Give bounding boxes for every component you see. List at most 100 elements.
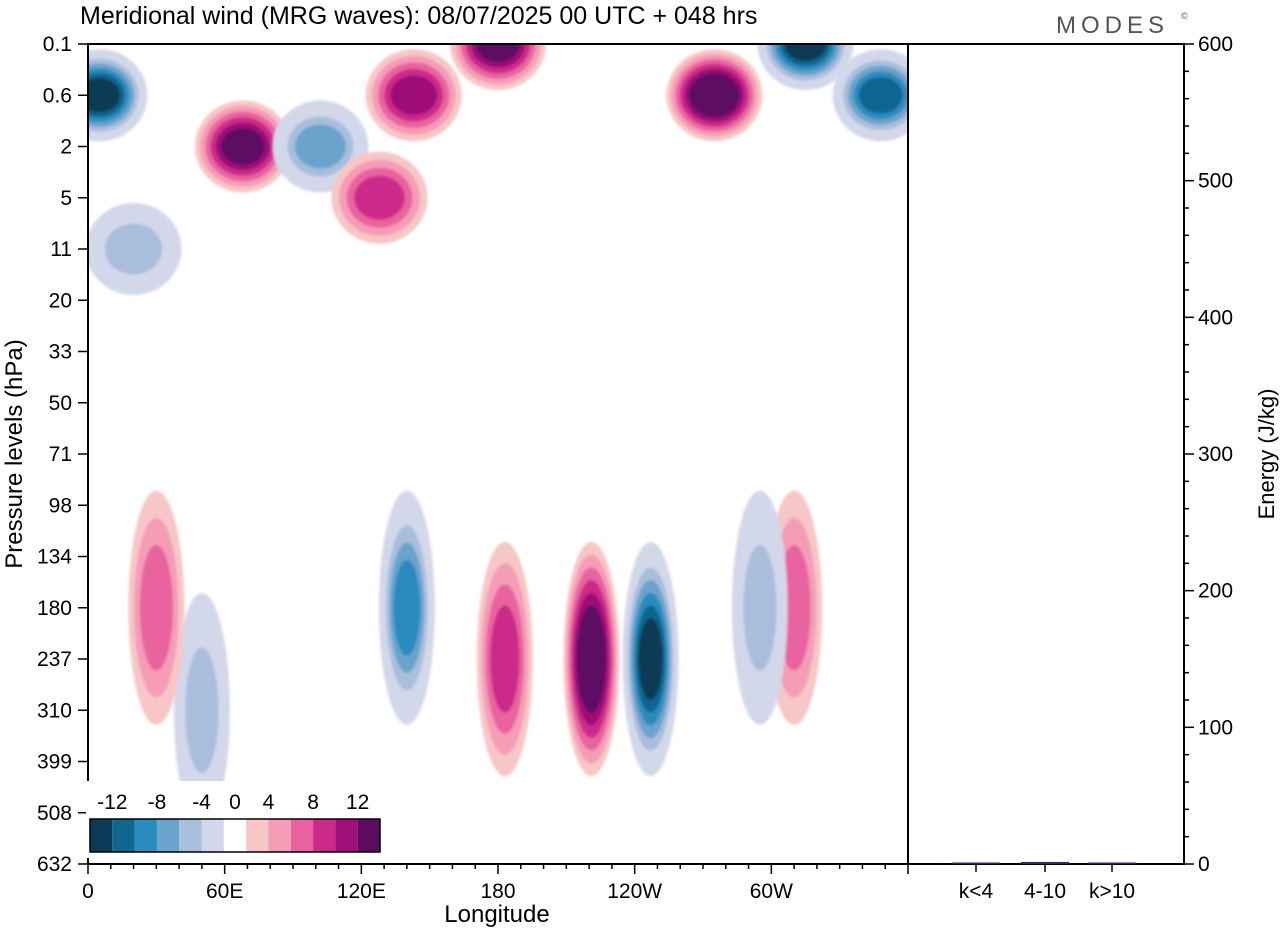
- wind-anomaly-0: [88, 49, 148, 142]
- y-tick-label: 33: [49, 341, 72, 364]
- y-tick-label: 50: [49, 392, 72, 415]
- wind-anomaly-13: [622, 542, 679, 776]
- colorbar-legend: -12 -8 -4 0 4 8 12: [86, 781, 384, 858]
- colorbar-swatch: [268, 819, 291, 852]
- y-tick-label: 310: [37, 699, 72, 722]
- energy-bars: k<4 4-10 k>10: [952, 861, 1136, 903]
- contour-band: [743, 545, 777, 671]
- contour-band: [295, 124, 346, 169]
- x-tick-label: 60E: [206, 880, 243, 903]
- y-tick-label: 98: [49, 494, 72, 517]
- energy-category-label: k<4: [959, 880, 994, 903]
- contour-band: [185, 647, 219, 773]
- colorbar-label: 4: [263, 791, 275, 814]
- contour-band: [88, 78, 121, 113]
- contour-band: [858, 76, 903, 114]
- chart-title: Meridional wind (MRG waves): 08/07/2025 …: [80, 2, 757, 30]
- energy-category-label: k>10: [1089, 880, 1135, 903]
- colorbar-swatch: [90, 819, 113, 852]
- colorbar-label: -4: [192, 791, 211, 814]
- wind-anomaly-6: [757, 44, 854, 90]
- colorbar-swatch: [335, 819, 358, 852]
- contour-band: [638, 618, 663, 700]
- colorbar-swatch: [134, 819, 157, 852]
- wind-anomaly-4: [450, 44, 546, 90]
- wind-anomaly-16: [173, 593, 230, 828]
- x-tick-label: 120W: [607, 880, 662, 903]
- wind-anomaly-7: [832, 49, 908, 142]
- y-tick-label: 134: [37, 546, 72, 569]
- energy-tick-label: 200: [1198, 580, 1233, 603]
- contour-band: [490, 605, 520, 713]
- energy-tick-label: 500: [1198, 170, 1233, 193]
- wind-anomaly-10: [378, 490, 435, 725]
- energy-bar: [1088, 862, 1136, 864]
- colorbar-swatch: [112, 819, 135, 852]
- contour-band: [354, 175, 405, 220]
- colorbar-swatch: [201, 819, 224, 852]
- y-tick-label: 71: [49, 443, 72, 466]
- wind-anomaly-12: [563, 542, 620, 776]
- colorbar-label: 12: [346, 791, 369, 814]
- colorbar-label: -8: [148, 791, 167, 814]
- contour-band: [104, 223, 163, 275]
- wind-anomaly-15: [731, 490, 788, 725]
- x-tick-label: 60W: [750, 880, 793, 903]
- y-axis: 0.1 0.6 2 5 11 20 33 50 71 98 134 180 237 310 399 508 63…: [37, 33, 88, 876]
- wind-anomaly-11: [476, 542, 533, 776]
- wind-anomaly-3: [365, 49, 462, 142]
- contour-band: [693, 78, 736, 113]
- wind-anomaly-9: [88, 203, 182, 295]
- y-tick-label: 632: [37, 853, 72, 876]
- y-tick-label: 399: [37, 751, 72, 774]
- y-tick-label: 508: [37, 802, 72, 825]
- x-axis: 0 60E 120E 180 120W 60W: [82, 864, 909, 903]
- colorbar-label: 0: [229, 791, 241, 814]
- contour-band: [139, 545, 173, 671]
- modes-logo: MODES: [1056, 12, 1169, 39]
- x-tick-label: 180: [480, 880, 515, 903]
- wind-anomaly-5: [666, 49, 763, 142]
- energy-tick-label: 300: [1198, 443, 1233, 466]
- energy-tick-label: 100: [1198, 716, 1233, 739]
- colorbar-swatch: [290, 819, 314, 852]
- y-tick-label: 237: [37, 648, 72, 671]
- colorbar-swatch: [156, 819, 180, 852]
- y-tick-label: 20: [49, 289, 72, 312]
- y-tick-label: 2: [60, 136, 72, 159]
- y-axis-label: Pressure levels (hPa): [1, 339, 28, 568]
- contour-band: [221, 128, 265, 165]
- x-tick-label: 0: [82, 880, 94, 903]
- y-tick-label: 0.6: [43, 84, 72, 107]
- contour-band: [784, 44, 827, 62]
- energy-category-label: 4-10: [1024, 880, 1066, 903]
- colorbar-swatch: [179, 819, 202, 852]
- energy-plot-frame: [907, 43, 1185, 865]
- colorbar-swatch: [223, 819, 247, 852]
- contour-band: [579, 618, 604, 700]
- x-axis-label: Longitude: [444, 901, 549, 928]
- y-tick-label: 11: [50, 238, 72, 261]
- y-tick-label: 180: [37, 597, 72, 620]
- contour-band: [393, 559, 421, 656]
- energy-tick-label: 600: [1198, 33, 1233, 56]
- colorbar-label: 8: [307, 791, 319, 814]
- energy-tick-label: 0: [1198, 853, 1210, 876]
- y-tick-label: 0.1: [43, 33, 72, 56]
- colorbar-frame: [89, 818, 381, 853]
- wind-contour-field: [88, 44, 908, 828]
- colorbar-swatch: [246, 819, 269, 852]
- y-tick-label: 5: [60, 187, 72, 210]
- energy-tick-label: 400: [1198, 306, 1233, 329]
- wind-anomaly-1: [194, 100, 291, 193]
- modes-logo-mark: ©: [1181, 11, 1188, 21]
- energy-bar: [952, 862, 1000, 864]
- colorbar-label: -12: [97, 791, 127, 814]
- energy-axis-label: Energy (J/kg): [1254, 389, 1279, 520]
- x-tick-label: 120E: [337, 880, 386, 903]
- energy-bar: [1021, 861, 1069, 864]
- colorbar-swatch: [357, 819, 380, 852]
- wind-anomaly-17: [128, 490, 185, 725]
